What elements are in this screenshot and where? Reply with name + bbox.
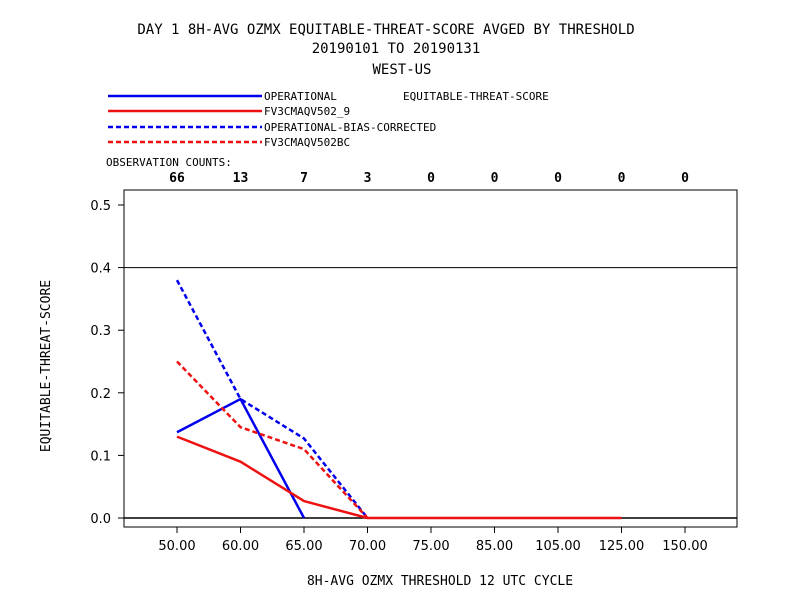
- x-tick-label: 65.00: [285, 539, 322, 554]
- y-axis-label: EQUITABLE-THREAT-SCORE: [39, 280, 54, 452]
- x-tick-label: 70.00: [349, 539, 386, 554]
- x-tick-label: 85.00: [476, 539, 513, 554]
- observation-count: 0: [554, 171, 562, 186]
- y-axis-ticks: 0.0 0.1 0.2 0.3 0.4 0.5: [90, 199, 124, 527]
- plot-frame: [123, 189, 738, 528]
- series-line-operational-bias-corrected: [175, 279, 369, 519]
- observation-count: 3: [364, 171, 372, 186]
- observation-count: 7: [300, 171, 308, 186]
- x-tick-label: 150.00: [662, 539, 708, 554]
- legend-label-fv3cmaqv502-9: FV3CMAQV502_9: [264, 105, 350, 118]
- x-axis-ticks: 50.00 60.00 65.00 70.00 75.00 85.00 105.00 125.…: [158, 527, 708, 554]
- observation-counts-label: OBSERVATION COUNTS:: [106, 156, 232, 169]
- observation-counts: 66 13 7 3 0 0 0 0 0: [169, 171, 689, 186]
- observation-count: 0: [427, 171, 435, 186]
- y-tick-label: 0.3: [90, 324, 111, 339]
- y-tick-label: 0.2: [90, 387, 111, 402]
- series-line-operational: [176, 397, 306, 519]
- chart-title-line1: DAY 1 8H-AVG OZMX EQUITABLE-THREAT-SCORE…: [137, 22, 634, 38]
- observation-count: 13: [233, 171, 249, 186]
- x-tick-label: 60.00: [222, 539, 259, 554]
- legend: OPERATIONAL EQUITABLE-THREAT-SCORE FV3CM…: [108, 90, 549, 149]
- x-tick-label: 125.00: [599, 539, 645, 554]
- chart-title-date-range: 20190101 TO 20190131: [312, 41, 481, 57]
- x-tick-label: 50.00: [158, 539, 195, 554]
- legend-label-operational-bias-corrected: OPERATIONAL-BIAS-CORRECTED: [264, 121, 436, 134]
- legend-label-fv3cmaqv502bc: FV3CMAQV502BC: [264, 136, 350, 149]
- y-tick-label: 0.5: [90, 199, 111, 214]
- observation-count: 0: [491, 171, 499, 186]
- chart-title-region: WEST-US: [372, 62, 431, 78]
- y-tick-label: 0.4: [90, 262, 111, 277]
- y-tick-label: 0.1: [90, 449, 111, 464]
- y-tick-label: 0.0: [90, 512, 111, 527]
- series-line-fv3cmaqv502bc: [176, 360, 369, 519]
- series-line-fv3cmaqv502-9: [176, 435, 622, 520]
- x-tick-label: 105.00: [535, 539, 581, 554]
- legend-stat-label: EQUITABLE-THREAT-SCORE: [403, 90, 549, 103]
- x-axis-label: 8H-AVG OZMX THRESHOLD 12 UTC CYCLE: [307, 574, 573, 589]
- observation-count: 0: [618, 171, 626, 186]
- series-lines: [175, 279, 622, 520]
- legend-label-operational: OPERATIONAL: [264, 90, 337, 103]
- observation-count: 66: [169, 171, 185, 186]
- x-tick-label: 75.00: [412, 539, 449, 554]
- observation-count: 0: [681, 171, 689, 186]
